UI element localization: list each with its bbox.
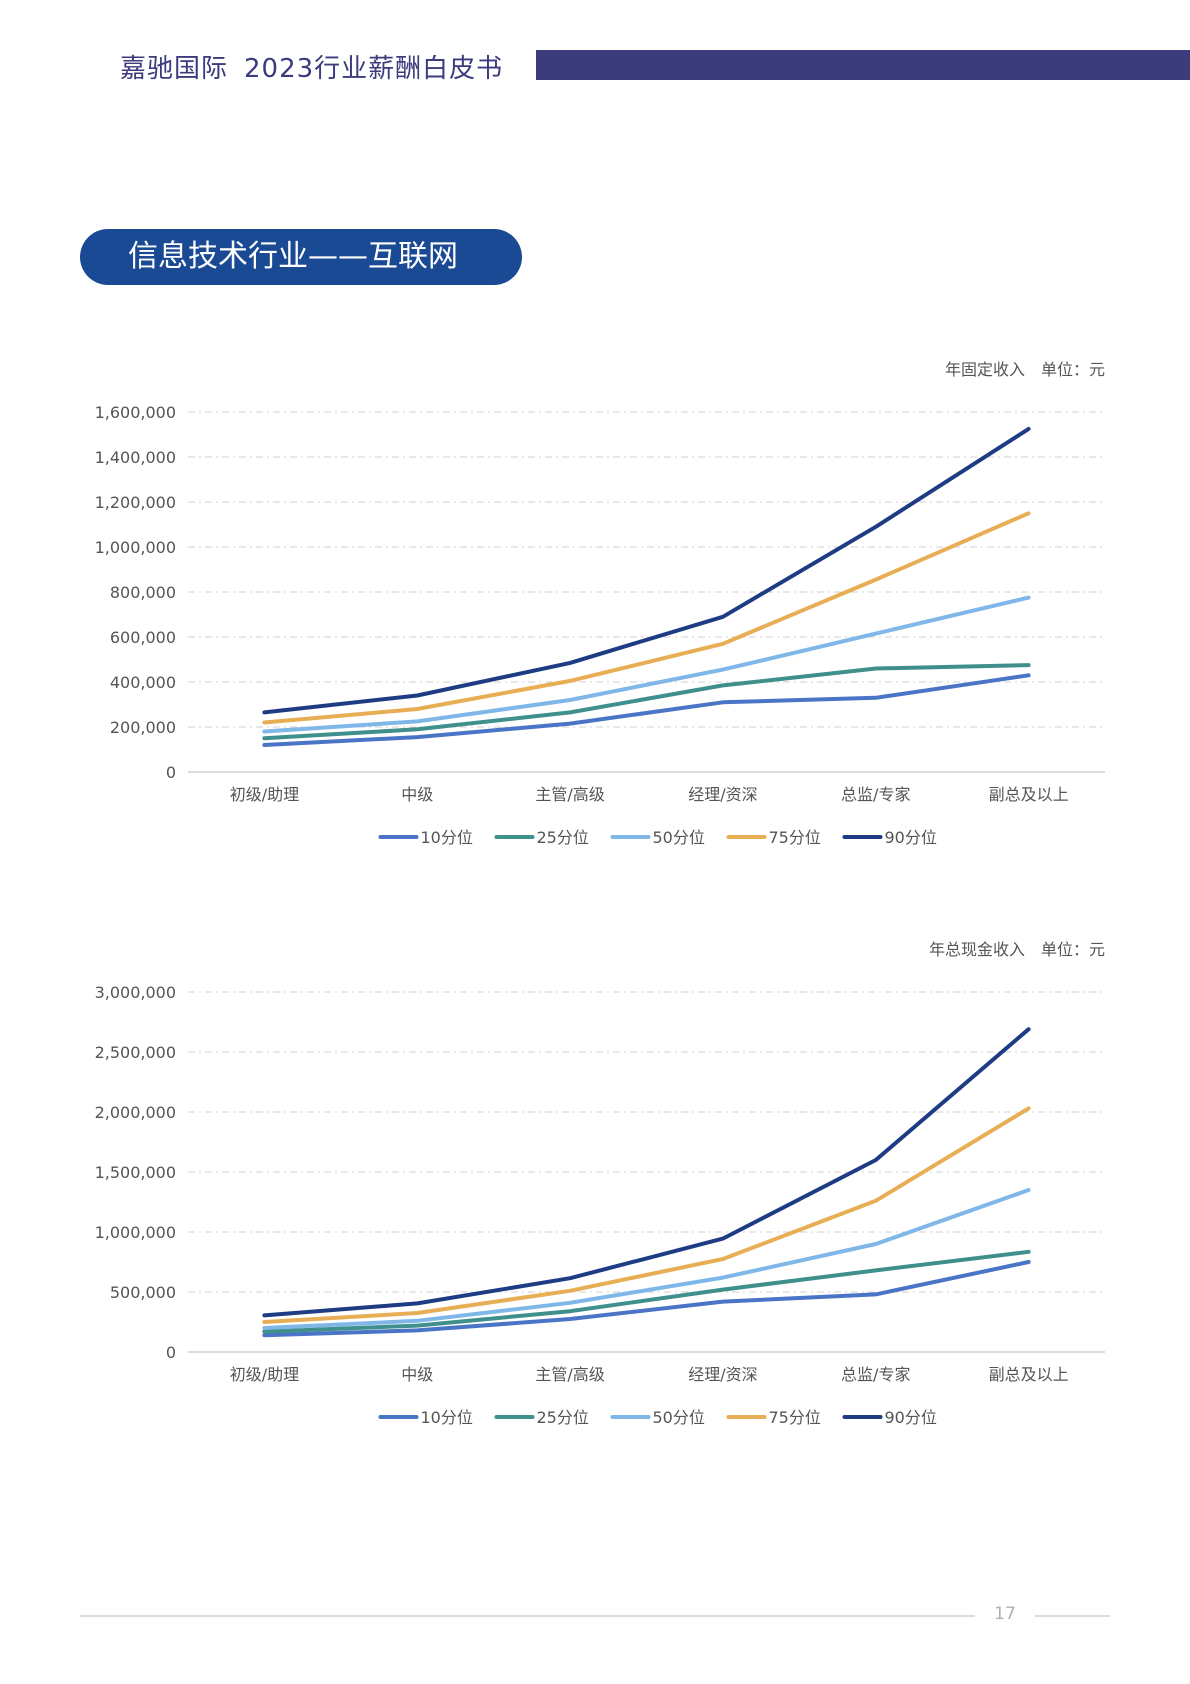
x-tick-label: 主管/高级 — [535, 1365, 604, 1384]
total-cash-chart: 年总现金收入 单位：元 0 500,000 1,000,000 1,500,000 2,0… — [95, 940, 1105, 1427]
legend-label: 75分位 — [769, 1408, 821, 1427]
x-tick-label: 经理/资深 — [688, 785, 757, 804]
x-tick-label: 初级/助理 — [230, 785, 299, 804]
series-line-50分位 — [262, 595, 1031, 734]
document-header: 嘉驰国际 2023行业薪酬白皮书 — [120, 48, 503, 85]
series-line-90分位 — [262, 1027, 1031, 1318]
y-tick-label: 200,000 — [110, 718, 176, 737]
series-line-10分位 — [262, 1260, 1031, 1338]
series-line-10分位 — [262, 673, 1031, 747]
y-tick-label: 600,000 — [110, 628, 176, 647]
x-tick-label: 副总及以上 — [989, 785, 1069, 804]
legend-label: 90分位 — [885, 1408, 937, 1427]
x-tick-label: 总监/专家 — [841, 1365, 910, 1384]
x-tick-label: 经理/资深 — [688, 1365, 757, 1384]
y-tick-label: 0 — [166, 1343, 176, 1362]
y-tick-label: 1,600,000 — [95, 403, 176, 422]
legend-label: 50分位 — [653, 828, 705, 847]
fixed-income-chart: 年固定收入 单位：元 0 200,000 400,000 600,000 800,000 1… — [95, 360, 1105, 847]
y-tick-label: 1,000,000 — [95, 1223, 176, 1242]
header-bar — [536, 50, 1190, 80]
series-line-25分位 — [262, 1249, 1031, 1334]
x-tick-label: 初级/助理 — [230, 1365, 299, 1384]
y-tick-label: 1,400,000 — [95, 448, 176, 467]
y-tick-label: 2,000,000 — [95, 1103, 176, 1122]
y-tick-label: 400,000 — [110, 673, 176, 692]
x-tick-label: 总监/专家 — [841, 785, 910, 804]
unit-label: 年固定收入 单位：元 — [945, 360, 1105, 379]
footer-line-right — [1035, 1615, 1110, 1617]
unit-label: 年总现金收入 单位：元 — [929, 940, 1105, 959]
section-title: 信息技术行业——互联网 — [80, 229, 522, 285]
x-tick-label: 中级 — [401, 1365, 433, 1384]
y-tick-label: 3,000,000 — [95, 983, 176, 1002]
y-tick-label: 1,200,000 — [95, 493, 176, 512]
page-number: 17 — [994, 1604, 1016, 1624]
y-tick-label: 0 — [166, 763, 176, 782]
report-title: 2023行业薪酬白皮书 — [244, 54, 504, 84]
series-line-50分位 — [262, 1188, 1031, 1330]
y-tick-label: 500,000 — [110, 1283, 176, 1302]
series-line-25分位 — [262, 663, 1031, 741]
brand-name: 嘉驰国际 — [120, 54, 229, 84]
legend-label: 10分位 — [421, 1408, 473, 1427]
legend-label: 25分位 — [537, 1408, 589, 1427]
series-line-75分位 — [262, 1106, 1031, 1324]
y-tick-label: 1,500,000 — [95, 1163, 176, 1182]
x-tick-label: 主管/高级 — [535, 785, 604, 804]
x-tick-label: 副总及以上 — [989, 1365, 1069, 1384]
y-tick-label: 800,000 — [110, 583, 176, 602]
legend-label: 10分位 — [421, 828, 473, 847]
x-tick-label: 中级 — [401, 785, 433, 804]
legend-label: 50分位 — [653, 1408, 705, 1427]
y-tick-label: 1,000,000 — [95, 538, 176, 557]
legend-label: 75分位 — [769, 828, 821, 847]
legend-label: 25分位 — [537, 828, 589, 847]
footer-line-left — [80, 1615, 975, 1617]
series-line-90分位 — [262, 426, 1031, 715]
legend-label: 90分位 — [885, 828, 937, 847]
series-line-75分位 — [262, 511, 1031, 725]
y-tick-label: 2,500,000 — [95, 1043, 176, 1062]
